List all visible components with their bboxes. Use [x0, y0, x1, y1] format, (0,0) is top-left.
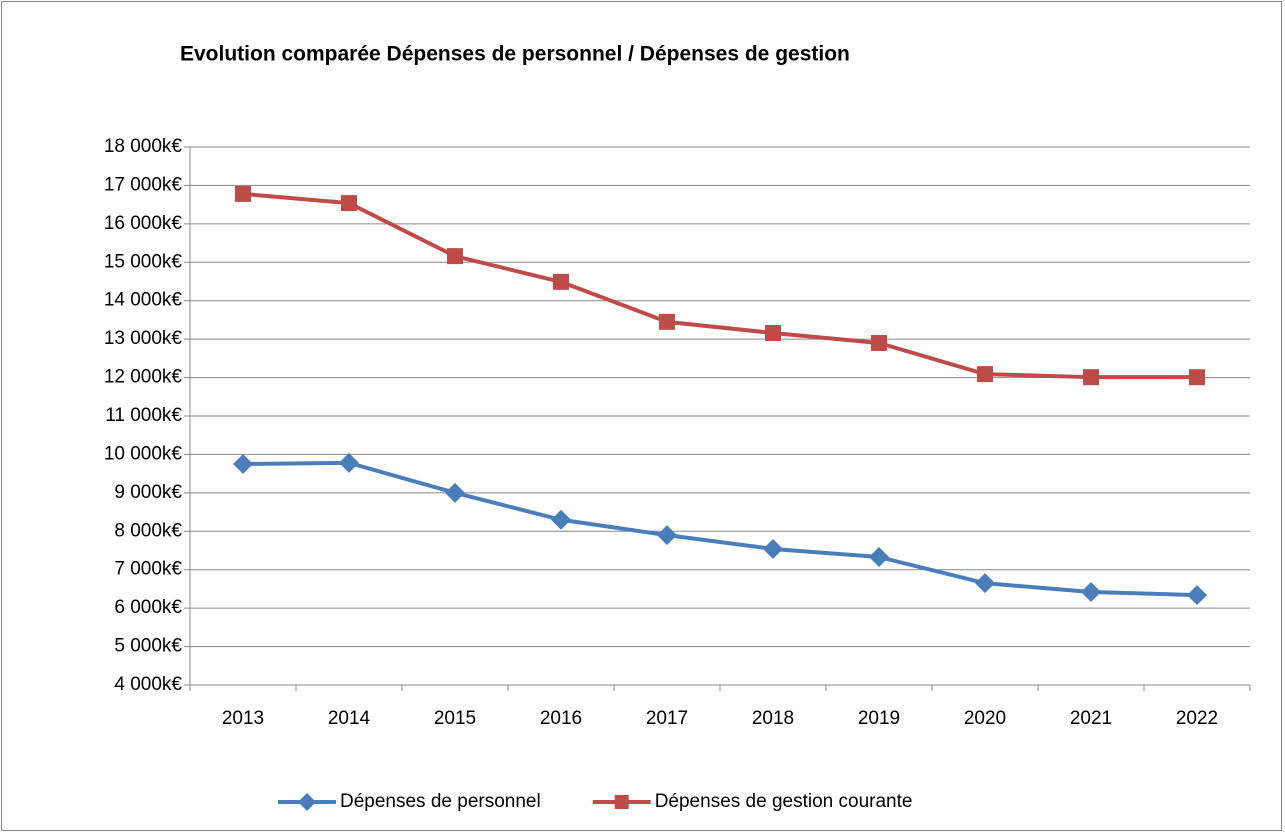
marker [1081, 582, 1101, 603]
y-tick-label: 17 000k€ [104, 174, 183, 195]
y-tick-label: 10 000k€ [104, 443, 183, 464]
x-tick-label: 2022 [1176, 708, 1218, 729]
y-tick-label: 5 000k€ [114, 636, 182, 657]
y-tick-label: 15 000k€ [104, 251, 183, 272]
series-line [242, 191, 1197, 380]
marker [977, 366, 993, 383]
x-tick-label: 2016 [540, 708, 582, 729]
y-tick-label: 12 000k€ [104, 367, 183, 388]
y-tick-label: 9 000k€ [114, 482, 182, 503]
x-tick-label: 2020 [964, 708, 1006, 729]
y-tick-label: 18 000k€ [104, 136, 183, 157]
marker [1187, 585, 1207, 606]
legend-label: Dépenses de gestion courante [655, 791, 913, 812]
marker [235, 185, 251, 202]
x-tick-label: 2017 [646, 708, 688, 729]
marker [1189, 369, 1205, 386]
marker [339, 452, 359, 473]
series-line [242, 460, 1198, 598]
legend-label: Dépenses de personnel [340, 791, 541, 812]
marker [614, 795, 629, 809]
x-tick-label: 2013 [222, 708, 264, 729]
x-tick-label: 2014 [328, 708, 371, 729]
y-tick-label: 16 000k€ [104, 213, 183, 234]
marker [447, 248, 463, 265]
x-tick-label: 2021 [1070, 708, 1112, 729]
y-tick-label: 8 000k€ [114, 520, 182, 541]
marker [763, 538, 783, 559]
marker [871, 334, 887, 351]
marker [869, 547, 889, 568]
marker [341, 195, 357, 212]
y-tick-label: 11 000k€ [105, 405, 182, 426]
marker [445, 482, 465, 503]
marker [765, 324, 781, 341]
marker [657, 525, 677, 546]
x-tick-label: 2018 [752, 708, 794, 729]
marker [233, 454, 253, 475]
y-tick-label: 14 000k€ [104, 290, 183, 311]
marker [659, 313, 675, 330]
marker [551, 509, 571, 530]
marker [298, 793, 316, 811]
chart-title: Evolution comparée Dépenses de personnel… [180, 43, 850, 66]
marker [553, 273, 569, 290]
y-tick-label: 7 000k€ [114, 559, 182, 580]
y-tick-label: 4 000k€ [114, 674, 182, 695]
marker [975, 573, 995, 594]
y-tick-label: 6 000k€ [114, 597, 182, 618]
x-tick-label: 2015 [434, 708, 476, 729]
x-tick-label: 2019 [858, 708, 900, 729]
marker [1083, 369, 1099, 386]
y-tick-label: 13 000k€ [104, 328, 183, 349]
